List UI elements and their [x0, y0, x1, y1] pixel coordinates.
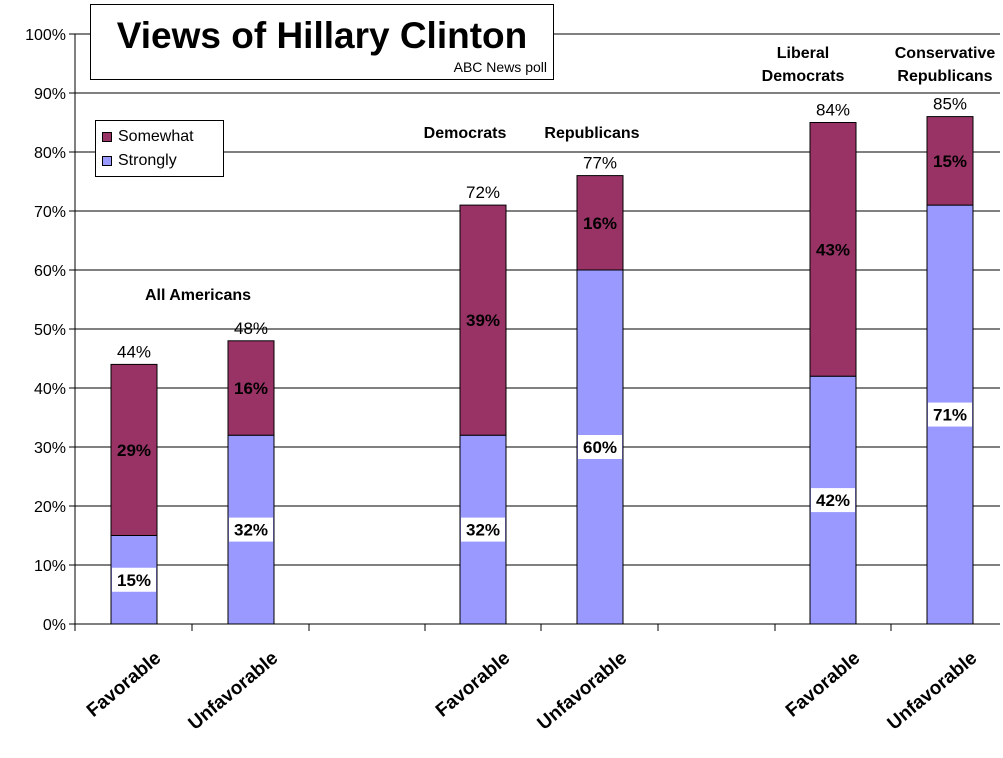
bar-somewhat	[227, 340, 275, 436]
data-label-strongly: 60%	[583, 438, 617, 457]
category-label: Unfavorable	[884, 648, 982, 735]
y-tick-label: 60%	[34, 263, 66, 280]
group-label-line: Democrats	[424, 125, 507, 142]
legend-swatch-somewhat	[102, 132, 112, 142]
data-label-strongly: 71%	[933, 406, 967, 425]
y-tick-label: 70%	[34, 204, 66, 221]
category-label: Favorable	[432, 648, 514, 722]
data-label-somewhat: 16%	[583, 214, 617, 233]
data-label-somewhat: 39%	[466, 311, 500, 330]
total-label: 72%	[466, 183, 500, 202]
total-label: 77%	[583, 154, 617, 173]
data-label-somewhat: 43%	[816, 240, 850, 259]
group-label: Conservative Republicans	[895, 45, 996, 85]
group-label-line: Conservative	[895, 45, 996, 62]
legend-item-somewhat: Somewhat	[102, 125, 223, 149]
total-label: 44%	[117, 342, 151, 361]
y-tick-label: 0%	[43, 617, 66, 634]
group-label: All Americans	[145, 287, 251, 304]
y-tick-label: 80%	[34, 145, 66, 162]
chart-title: Views of Hillary Clinton	[116, 15, 528, 56]
y-tick-label: 50%	[34, 322, 66, 339]
total-label: 85%	[933, 95, 967, 114]
group-label: Liberal Democrats	[762, 45, 845, 85]
legend-label-somewhat: Somewhat	[118, 128, 194, 145]
data-label-strongly: 42%	[816, 491, 850, 510]
bar-somewhat	[110, 363, 158, 536]
legend-item-strongly: Strongly	[102, 149, 223, 173]
group-label-line: All Americans	[145, 287, 251, 304]
bar-somewhat	[926, 116, 974, 206]
group-label: Republicans	[544, 125, 639, 142]
group-label: Democrats	[424, 125, 507, 142]
bar-somewhat	[576, 175, 624, 271]
y-tick-label: 20%	[34, 499, 66, 516]
data-label-bg	[112, 567, 156, 592]
bars	[110, 116, 974, 625]
group-label-bg	[758, 44, 848, 86]
group-label-line: Democrats	[762, 68, 845, 85]
chart-title-box: Views of Hillary Clinton ABC News poll	[90, 4, 554, 80]
data-label-bg	[461, 517, 505, 542]
data-label-bg	[578, 435, 622, 459]
group-label-line: Republicans	[544, 125, 639, 142]
data-label-somewhat: 15%	[933, 152, 967, 171]
y-tick-label: 30%	[34, 440, 66, 457]
data-label-bg	[811, 488, 855, 513]
data-label-bg	[928, 402, 972, 427]
category-label: Unfavorable	[185, 648, 283, 735]
axes: 0% 10% 20% 30% 40% 50% 60% 70% 80% 90% 100%	[25, 27, 1000, 634]
group-label-line: Liberal	[777, 45, 829, 62]
y-tick-label: 40%	[34, 381, 66, 398]
data-label-somewhat: 16%	[234, 379, 268, 398]
total-label: 48%	[234, 319, 268, 338]
chart-subtitle: ABC News poll	[453, 59, 547, 75]
data-label-strongly: 15%	[117, 571, 151, 590]
category-label: Unfavorable	[534, 648, 632, 735]
data-label-strongly: 32%	[466, 521, 500, 540]
data-label-somewhat: 29%	[117, 441, 151, 460]
category-label: Favorable	[782, 648, 864, 722]
y-tick-label: 90%	[34, 86, 66, 103]
group-label-bg	[891, 44, 999, 86]
bar-somewhat	[809, 122, 857, 377]
legend: Somewhat Strongly	[95, 120, 224, 177]
y-tick-label: 100%	[25, 27, 66, 44]
data-label-bg	[229, 517, 273, 542]
total-label: 84%	[816, 101, 850, 120]
y-tick-label: 10%	[34, 558, 66, 575]
category-label: Favorable	[83, 648, 165, 722]
data-label-strongly: 32%	[234, 521, 268, 540]
legend-label-strongly: Strongly	[118, 152, 177, 169]
group-label-line: Republicans	[897, 68, 992, 85]
legend-swatch-strongly	[102, 156, 112, 166]
bar-somewhat	[459, 204, 507, 436]
